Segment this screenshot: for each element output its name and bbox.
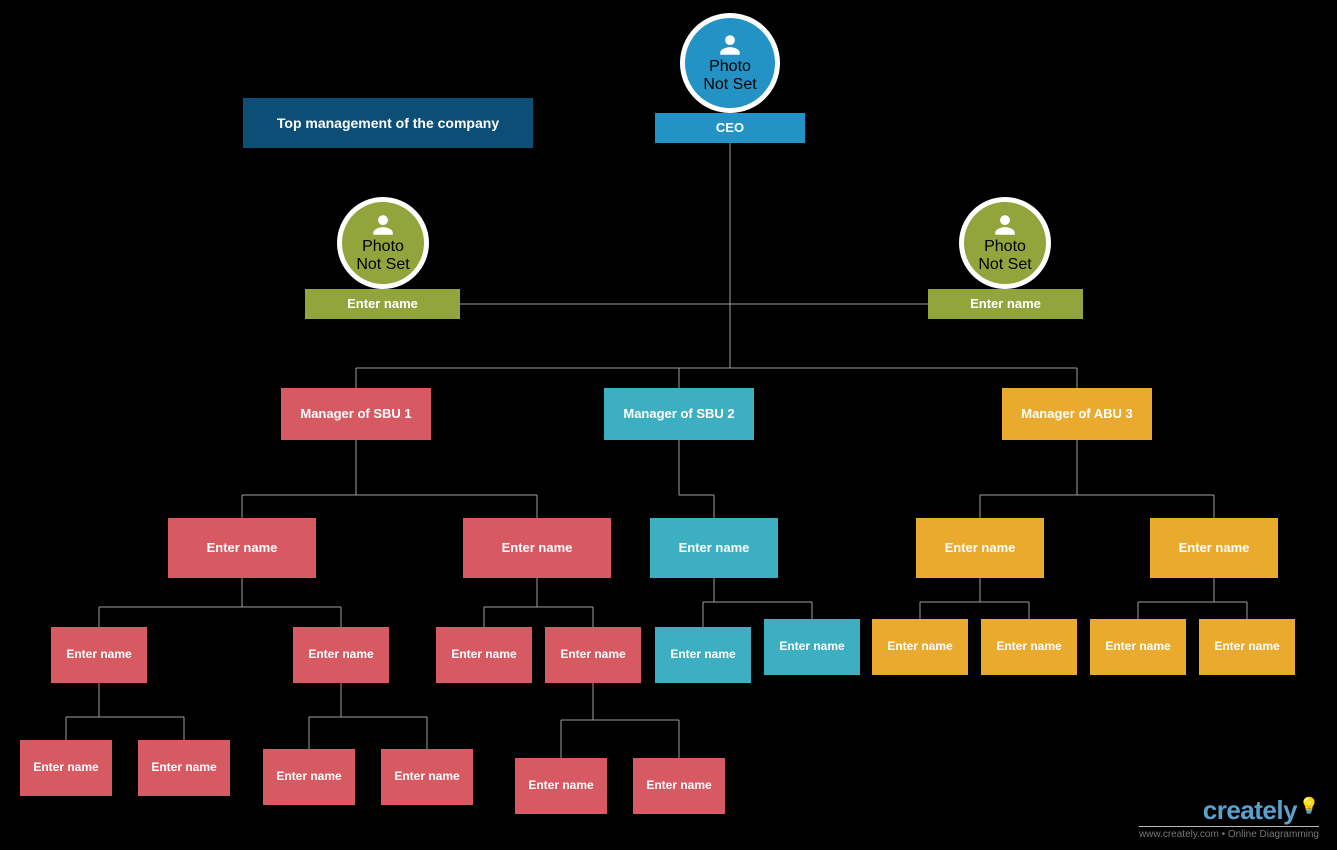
org-node-label: Enter name	[560, 648, 625, 662]
org-node-label: Manager of SBU 2	[623, 407, 734, 422]
org-node-label: Enter name	[347, 297, 418, 312]
org-node-label: Enter name	[528, 779, 593, 793]
org-node-r3b1: Enter name	[1090, 619, 1186, 675]
org-node-label: Enter name	[779, 640, 844, 654]
photo-circle-inner: PhotoNot Set	[685, 18, 775, 108]
org-node-label: Enter name	[66, 648, 131, 662]
org-node-r1b2: Enter name	[545, 627, 641, 683]
org-node-label: Enter name	[970, 297, 1041, 312]
org-node-m3: Manager of ABU 3	[1002, 388, 1152, 440]
org-node-label: Enter name	[33, 761, 98, 775]
photo-circle: PhotoNot Set	[680, 13, 780, 113]
org-node-label: Enter name	[308, 648, 373, 662]
photo-label-line1: Photo	[362, 238, 404, 256]
photo-circle-inner: PhotoNot Set	[964, 202, 1046, 284]
person-icon	[992, 212, 1018, 238]
org-node-label: Enter name	[207, 541, 278, 556]
org-node-label: Enter name	[945, 541, 1016, 556]
org-node-label: Enter name	[451, 648, 516, 662]
brand-tagline: www.creately.com • Online Diagramming	[1139, 826, 1319, 840]
org-chart-canvas: creately 💡 www.creately.com • Online Dia…	[0, 0, 1337, 850]
org-node-label: CEO	[716, 121, 744, 136]
org-node-r2a: Enter name	[650, 518, 778, 578]
org-node-r1a2a: Enter name	[263, 749, 355, 805]
org-node-r1b2a: Enter name	[515, 758, 607, 814]
org-node-label: Enter name	[646, 779, 711, 793]
org-node-r1a1b: Enter name	[138, 740, 230, 796]
photo-circle: PhotoNot Set	[959, 197, 1051, 289]
photo-circle-inner: PhotoNot Set	[342, 202, 424, 284]
org-node-label: Enter name	[1179, 541, 1250, 556]
org-node-r2a1: Enter name	[655, 627, 751, 683]
org-node-label: Top management of the company	[277, 115, 499, 131]
org-node-title: Top management of the company	[243, 98, 533, 148]
person-icon	[370, 212, 396, 238]
org-node-r1a2: Enter name	[293, 627, 389, 683]
org-node-r3b: Enter name	[1150, 518, 1278, 578]
branding-footer: creately 💡 www.creately.com • Online Dia…	[1139, 795, 1319, 840]
org-node-label: Manager of ABU 3	[1021, 407, 1132, 422]
org-node-ceo: CEO	[655, 113, 805, 143]
photo-circle: PhotoNot Set	[337, 197, 429, 289]
org-node-r3a2: Enter name	[981, 619, 1077, 675]
photo-label-line2: Not Set	[356, 256, 409, 274]
brand-name: creately	[1203, 795, 1297, 826]
org-node-label: Enter name	[394, 770, 459, 784]
org-node-m1: Manager of SBU 1	[281, 388, 431, 440]
org-node-label: Enter name	[276, 770, 341, 784]
org-node-label: Enter name	[1214, 640, 1279, 654]
org-node-label: Enter name	[670, 648, 735, 662]
org-node-r3a1: Enter name	[872, 619, 968, 675]
org-node-label: Enter name	[996, 640, 1061, 654]
org-node-label: Enter name	[887, 640, 952, 654]
org-node-label: Enter name	[151, 761, 216, 775]
org-node-r1a1a: Enter name	[20, 740, 112, 796]
org-node-label: Manager of SBU 1	[300, 407, 411, 422]
org-node-r1b2b: Enter name	[633, 758, 725, 814]
org-node-m2: Manager of SBU 2	[604, 388, 754, 440]
photo-label-line1: Photo	[984, 238, 1026, 256]
org-node-r1b1: Enter name	[436, 627, 532, 683]
org-node-r1a1: Enter name	[51, 627, 147, 683]
org-node-l2a: Enter name	[305, 289, 460, 319]
org-node-l2b: Enter name	[928, 289, 1083, 319]
org-node-label: Enter name	[679, 541, 750, 556]
photo-label-line2: Not Set	[978, 256, 1031, 274]
org-node-label: Enter name	[502, 541, 573, 556]
lightbulb-icon: 💡	[1299, 796, 1319, 816]
org-node-r2a2: Enter name	[764, 619, 860, 675]
org-node-r1b: Enter name	[463, 518, 611, 578]
org-node-r1a: Enter name	[168, 518, 316, 578]
org-node-r1a2b: Enter name	[381, 749, 473, 805]
photo-label-line2: Not Set	[703, 76, 756, 94]
person-icon	[717, 32, 743, 58]
org-node-label: Enter name	[1105, 640, 1170, 654]
org-node-r3a: Enter name	[916, 518, 1044, 578]
org-node-r3b2: Enter name	[1199, 619, 1295, 675]
photo-label-line1: Photo	[709, 58, 751, 76]
